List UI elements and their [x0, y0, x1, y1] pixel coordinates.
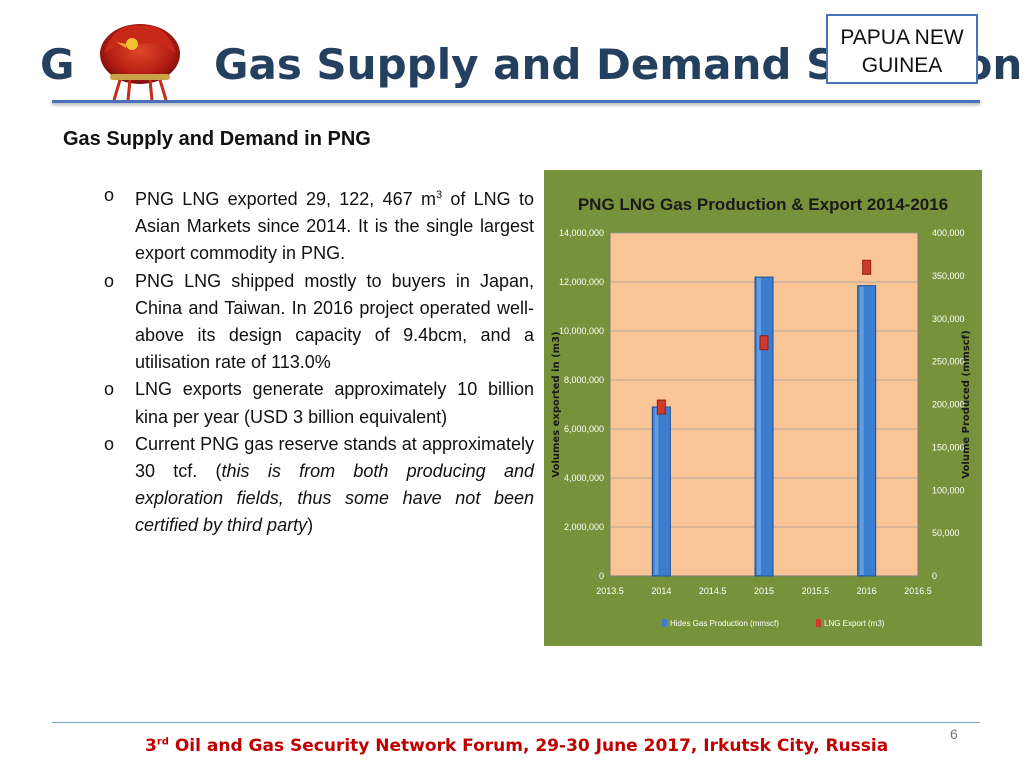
legend-swatch-marker [816, 619, 821, 627]
chart-title: PNG LNG Gas Production & Export 2014-201… [578, 195, 948, 214]
x-tick-label: 2016 [857, 586, 877, 596]
legend-swatch-bar [662, 619, 667, 627]
bullet-marker: o [104, 433, 115, 454]
country-badge: PAPUA NEW GUINEA [826, 14, 978, 84]
y-right-tick-label: 100,000 [932, 485, 965, 495]
y-left-tick-label: 6,000,000 [564, 424, 604, 434]
y-left-tick-label: 14,000,000 [559, 228, 604, 238]
x-tick-label: 2013.5 [596, 586, 624, 596]
list-item: o Current PNG gas reserve stands at appr… [104, 431, 534, 540]
page-number: 6 [950, 726, 958, 742]
production-export-chart: PNG LNG Gas Production & Export 2014-201… [544, 170, 982, 646]
y-left-tick-label: 12,000,000 [559, 277, 604, 287]
bar-highlight [757, 278, 761, 575]
section-subtitle: Gas Supply and Demand in PNG [63, 128, 371, 150]
y-right-tick-label: 250,000 [932, 357, 965, 367]
title-underline [52, 100, 980, 103]
bullet-list: o PNG LNG exported 29, 122, 467 m3 of LN… [104, 182, 534, 540]
y-left-tick-label: 10,000,000 [559, 326, 604, 336]
legend-label: LNG Export (m3) [824, 619, 885, 628]
bullet-marker: o [104, 379, 115, 400]
legend-label: Hides Gas Production (mmscf) [670, 619, 779, 628]
y-right-axis-title: Volume Produced (mmscf) [961, 330, 972, 478]
x-tick-label: 2014.5 [699, 586, 727, 596]
y-left-tick-label: 0 [599, 571, 604, 581]
y-right-tick-label: 150,000 [932, 442, 965, 452]
bird-of-paradise-emblem [100, 24, 180, 101]
y-left-tick-label: 4,000,000 [564, 473, 604, 483]
export-marker [759, 335, 769, 351]
chart-svg: PNG LNG Gas Production & Export 2014-201… [544, 170, 982, 646]
country-label: PAPUA NEW GUINEA [840, 26, 964, 77]
footer-event: 3rd Oil and Gas Security Network Forum, … [145, 736, 889, 756]
bar-highlight [654, 407, 659, 575]
export-marker [656, 399, 666, 415]
footer-divider [52, 722, 980, 723]
list-item: o LNG exports generate approximately 10 … [104, 376, 534, 430]
y-left-tick-label: 2,000,000 [564, 522, 604, 532]
bullet-marker: o [104, 270, 115, 291]
bullet-marker: o [104, 185, 115, 205]
y-left-axis-title: Volumes exported in (m3) [551, 331, 562, 477]
export-marker [862, 259, 872, 275]
y-right-tick-label: 0 [932, 571, 937, 581]
x-tick-label: 2015.5 [802, 586, 830, 596]
y-right-tick-label: 50,000 [932, 528, 960, 538]
list-item: o PNG LNG shipped mostly to buyers in Ja… [104, 268, 534, 377]
y-right-tick-label: 400,000 [932, 228, 965, 238]
y-right-tick-label: 350,000 [932, 271, 965, 281]
y-right-tick-label: 200,000 [932, 400, 965, 410]
x-tick-label: 2014 [651, 586, 671, 596]
title-leading-letter: G [40, 40, 75, 89]
x-tick-label: 2016.5 [904, 586, 932, 596]
y-left-tick-label: 8,000,000 [564, 375, 604, 385]
x-tick-label: 2015 [754, 586, 774, 596]
list-item: o PNG LNG exported 29, 122, 467 m3 of LN… [104, 182, 534, 268]
bar-highlight [859, 286, 864, 575]
y-right-tick-label: 300,000 [932, 314, 965, 324]
